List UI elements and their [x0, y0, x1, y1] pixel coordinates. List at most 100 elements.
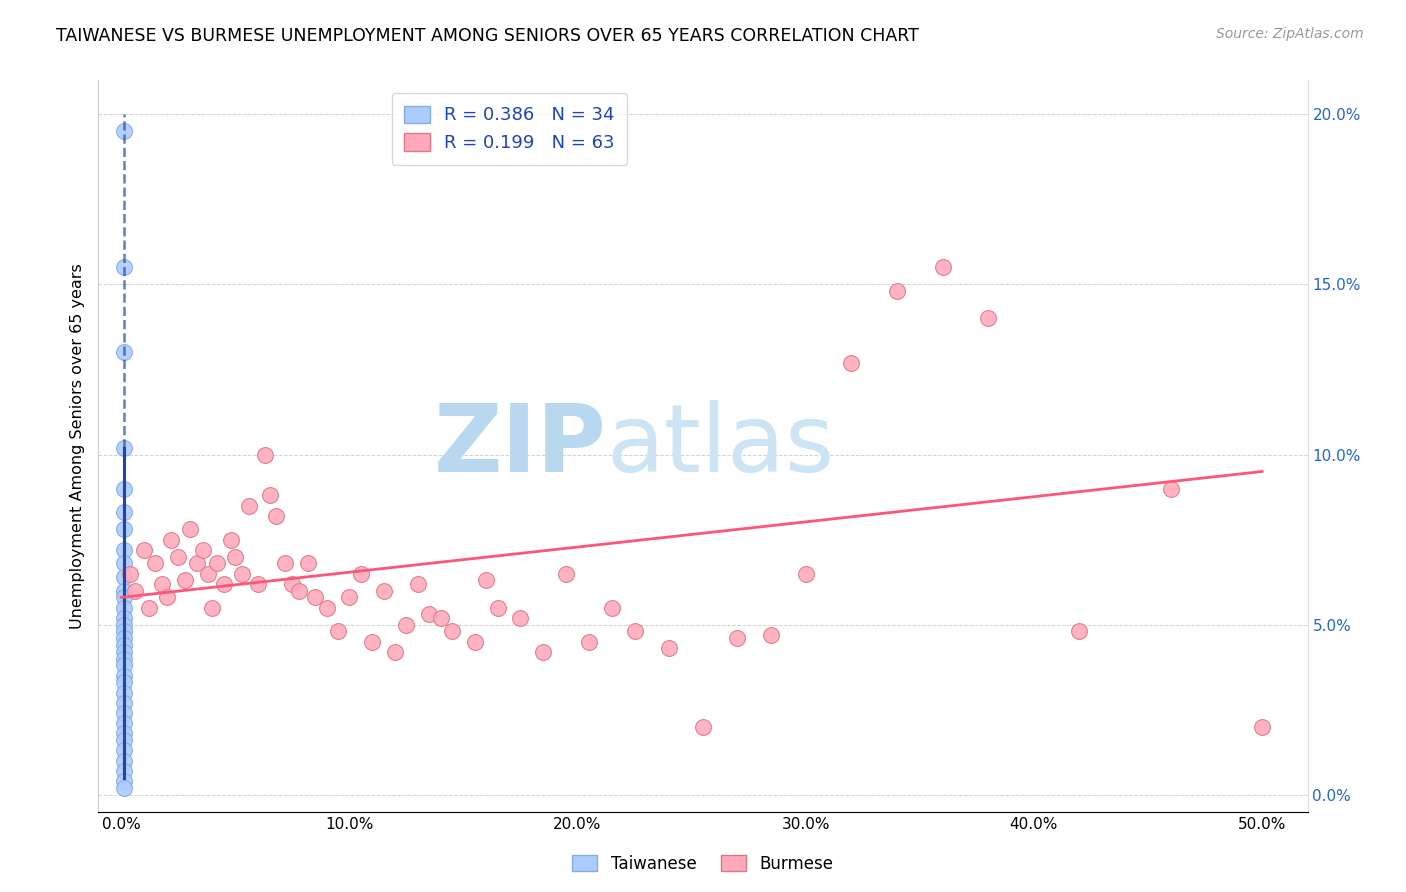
Point [112, 764, 135, 778]
Point [247, 576, 270, 591]
Point [794, 566, 817, 581]
Point [132, 542, 155, 557]
Point [112, 482, 135, 496]
Point [112, 345, 135, 359]
Point [197, 566, 219, 581]
Point [429, 611, 451, 625]
Point [486, 600, 509, 615]
Point [112, 743, 135, 757]
Point [112, 617, 135, 632]
Point [193, 542, 215, 557]
Point [1160, 482, 1182, 496]
Point [253, 448, 276, 462]
Point [238, 499, 260, 513]
Point [1069, 624, 1091, 639]
Point [112, 124, 135, 138]
Point [112, 651, 135, 665]
Point [112, 441, 135, 455]
Point [112, 658, 135, 673]
Point [281, 576, 304, 591]
Point [112, 716, 135, 731]
Point [623, 624, 645, 639]
Point [361, 634, 384, 648]
Point [692, 720, 714, 734]
Point [315, 600, 337, 615]
Point [384, 645, 406, 659]
Point [179, 522, 201, 536]
Point [112, 591, 135, 605]
Point [600, 600, 623, 615]
Point [464, 634, 486, 648]
Point [297, 557, 319, 571]
Point [112, 631, 135, 645]
Point [266, 508, 288, 523]
Point [555, 566, 578, 581]
Point [441, 624, 464, 639]
Point [395, 617, 418, 632]
Point [112, 726, 135, 740]
Point [138, 600, 160, 615]
Point [156, 591, 179, 605]
Point [167, 549, 190, 564]
Point [160, 533, 183, 547]
Point [112, 696, 135, 710]
Legend: R = 0.386   N = 34, R = 0.199   N = 63: R = 0.386 N = 34, R = 0.199 N = 63 [392, 93, 627, 165]
Point [224, 549, 246, 564]
Point [112, 754, 135, 768]
Legend: Taiwanese, Burmese: Taiwanese, Burmese [565, 848, 841, 880]
Point [112, 774, 135, 789]
Point [931, 260, 953, 275]
Point [509, 611, 531, 625]
Point [112, 505, 135, 519]
Point [475, 574, 498, 588]
Point [124, 583, 146, 598]
Point [112, 706, 135, 720]
Point [112, 611, 135, 625]
Point [112, 780, 135, 795]
Point [886, 284, 908, 298]
Point [112, 645, 135, 659]
Point [186, 557, 208, 571]
Point [231, 566, 253, 581]
Point [288, 583, 311, 598]
Point [578, 634, 600, 648]
Point [1251, 720, 1274, 734]
Point [112, 570, 135, 584]
Text: TAIWANESE VS BURMESE UNEMPLOYMENT AMONG SENIORS OVER 65 YEARS CORRELATION CHART: TAIWANESE VS BURMESE UNEMPLOYMENT AMONG … [56, 27, 920, 45]
Point [531, 645, 554, 659]
Point [112, 522, 135, 536]
Point [350, 566, 373, 581]
Text: ZIP: ZIP [433, 400, 606, 492]
Point [304, 591, 326, 605]
Point [326, 624, 349, 639]
Point [406, 576, 429, 591]
Point [174, 574, 197, 588]
Point [219, 533, 242, 547]
Point [112, 600, 135, 615]
Point [977, 311, 1000, 326]
Point [212, 576, 235, 591]
Point [337, 591, 360, 605]
Y-axis label: Unemployment Among Seniors over 65 years: Unemployment Among Seniors over 65 years [70, 263, 86, 629]
Point [205, 557, 228, 571]
Point [112, 668, 135, 682]
Point [259, 488, 281, 502]
Point [201, 600, 224, 615]
Text: atlas: atlas [606, 400, 835, 492]
Point [761, 628, 783, 642]
Point [274, 557, 297, 571]
Point [112, 583, 135, 598]
Point [112, 542, 135, 557]
Point [112, 260, 135, 275]
Point [373, 583, 395, 598]
Point [839, 356, 862, 370]
Point [145, 557, 167, 571]
Point [112, 638, 135, 652]
Point [658, 641, 681, 656]
Point [112, 557, 135, 571]
Point [725, 631, 748, 645]
Point [418, 607, 440, 622]
Point [112, 624, 135, 639]
Point [120, 566, 142, 581]
Point [112, 733, 135, 747]
